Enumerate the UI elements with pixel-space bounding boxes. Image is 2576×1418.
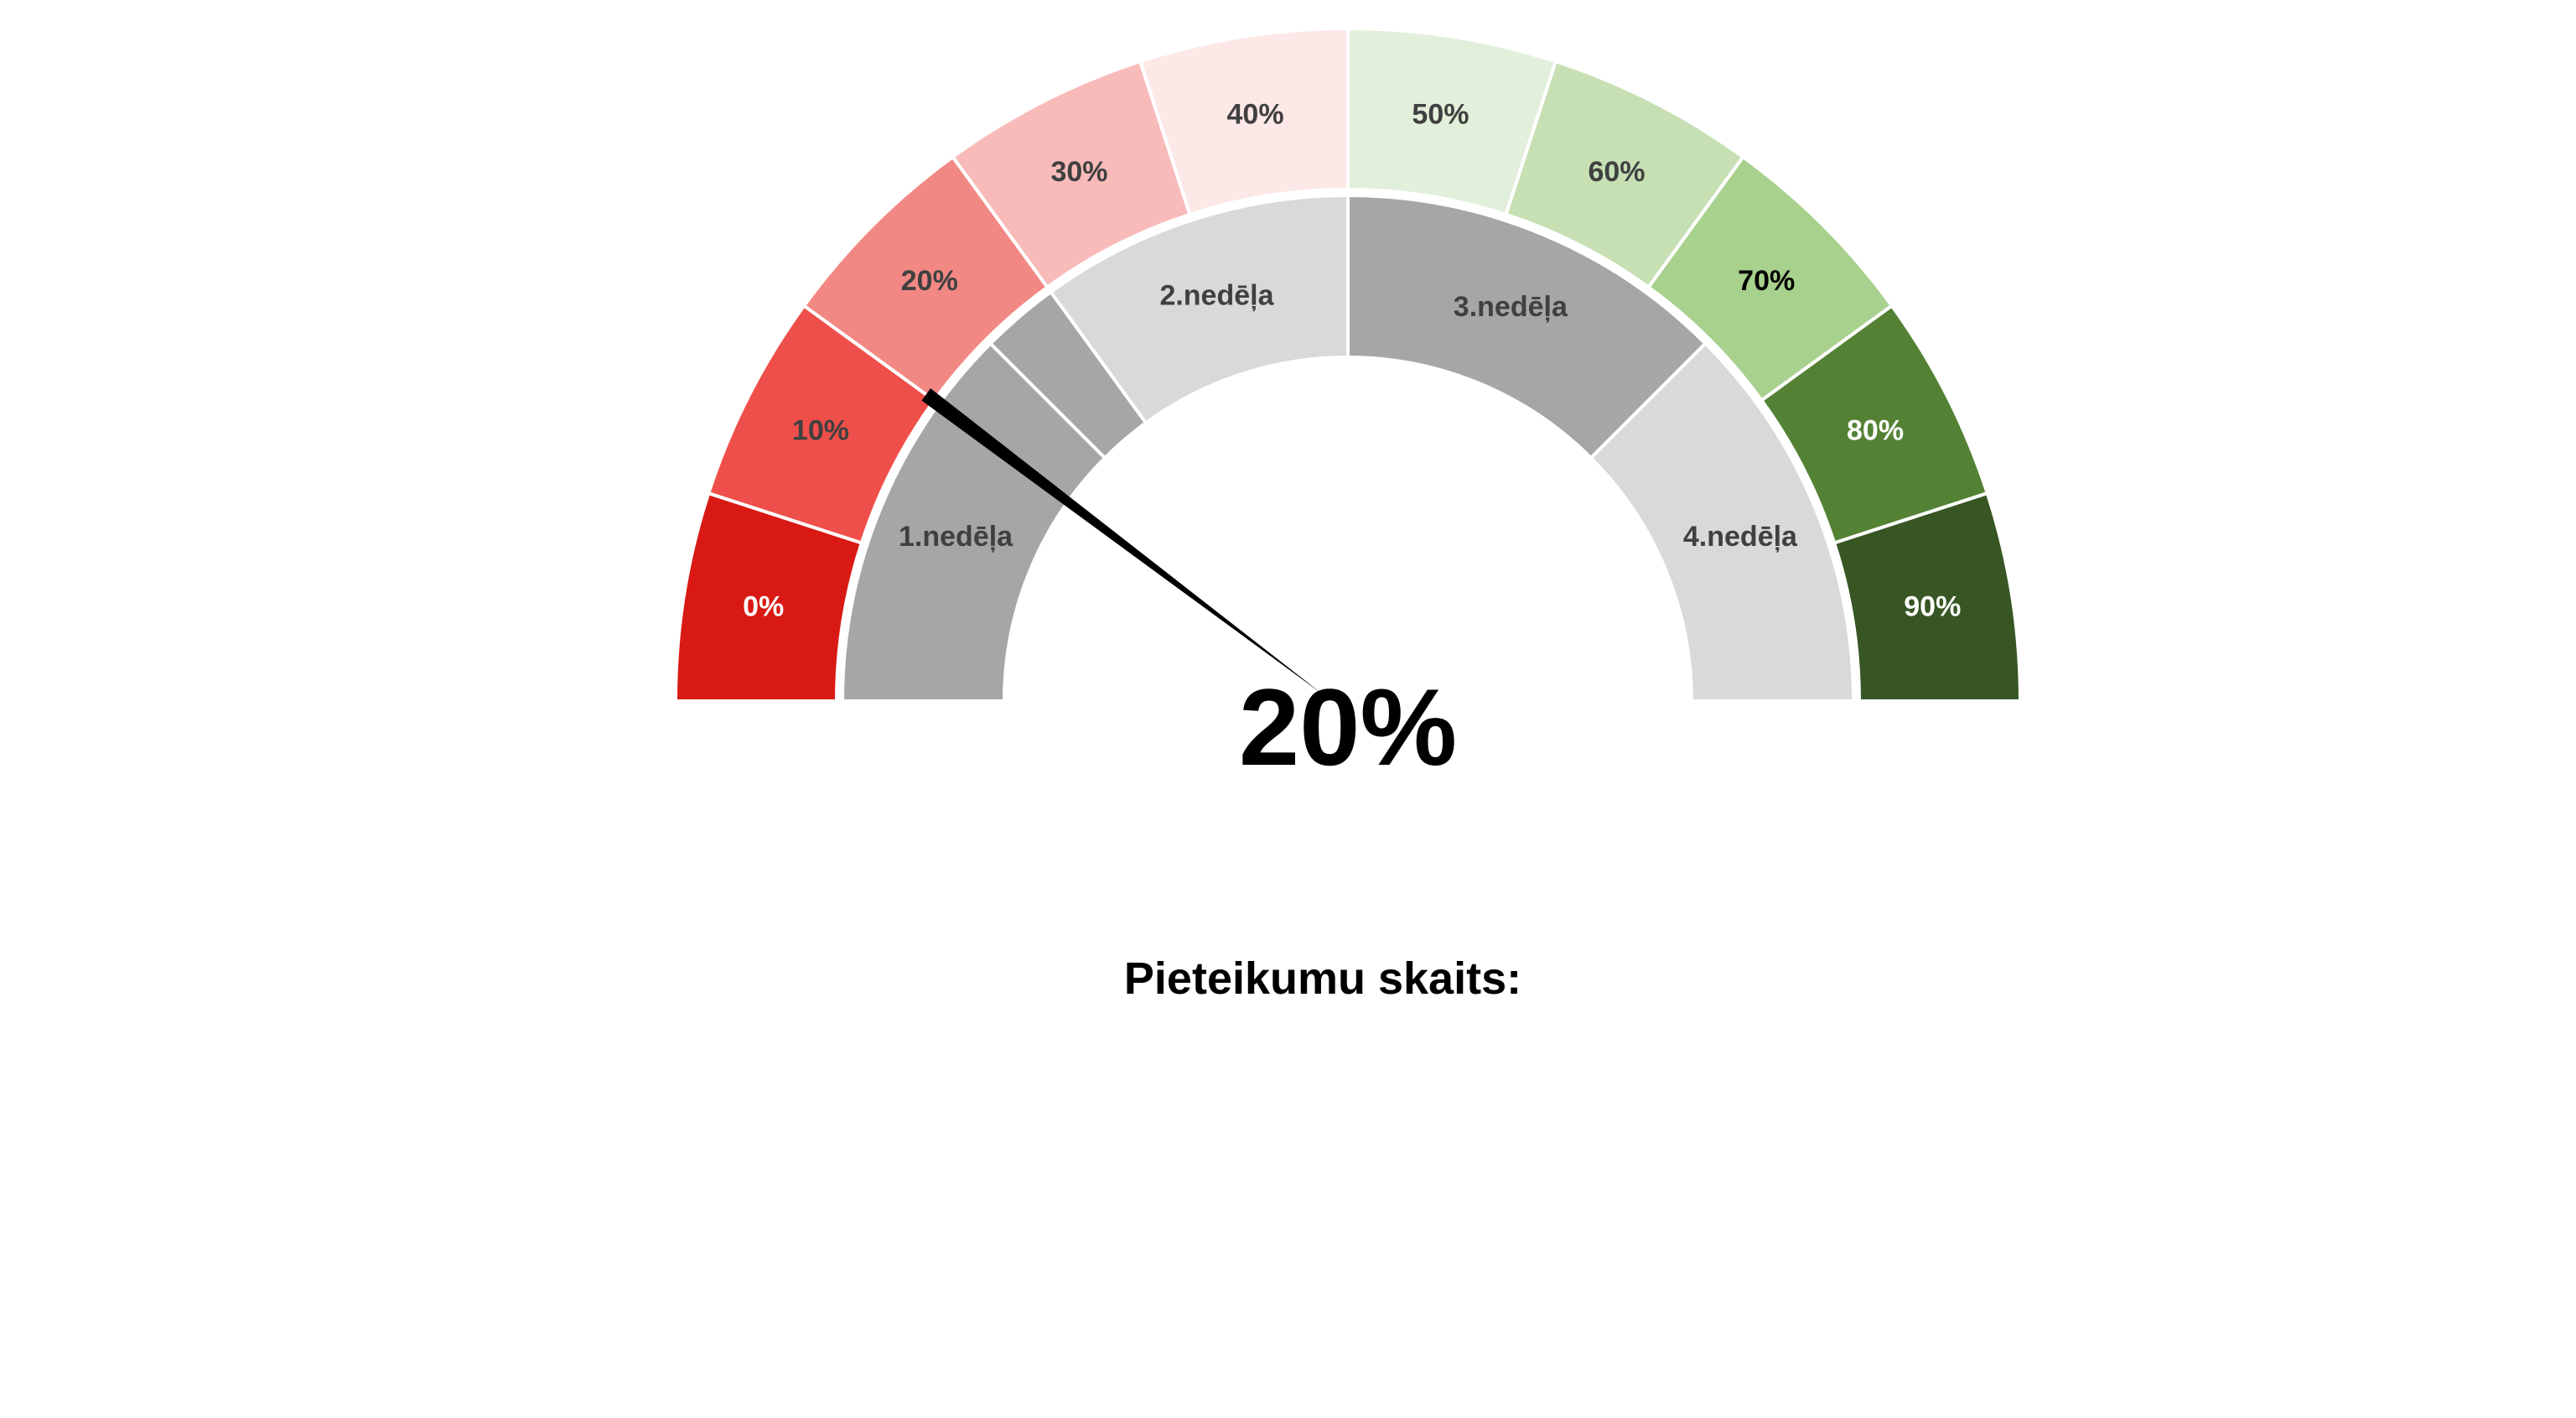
inner-segment-label: 2.nedēļa	[1159, 279, 1274, 311]
outer-segment-label: 70%	[1738, 265, 1795, 297]
needle-layer	[921, 388, 1323, 694]
outer-segment-label: 60%	[1588, 156, 1645, 188]
inner-ring: 1.nedēļa 2.nedēļa 3.nedēļa 4.nedēļa	[840, 193, 1856, 703]
inner-segment-label: 3.nedēļa	[1454, 291, 1568, 323]
outer-segment-label: 40%	[1227, 99, 1284, 131]
inner-segment-label: 4.nedēļa	[1683, 521, 1798, 553]
outer-segment-label: 90%	[1904, 591, 1961, 623]
inner-segment-label: 1.nedēļa	[899, 521, 1013, 553]
outer-ring: 0% 10% 20% 30% 40% 50% 60% 70% 80% 90%	[673, 26, 2023, 703]
inner-segment	[1589, 340, 1856, 703]
outer-segment-label: 10%	[792, 414, 849, 446]
outer-segment-label: 80%	[1847, 414, 1904, 446]
outer-segment-label: 20%	[901, 265, 958, 297]
outer-segment	[1832, 491, 2023, 703]
gauge-value-label: 20%	[1239, 666, 1457, 788]
outer-segment-label: 50%	[1412, 99, 1469, 131]
outer-segment-label: 0%	[743, 591, 784, 623]
outer-segment-label: 30%	[1050, 156, 1107, 188]
gauge-needle	[921, 388, 1323, 694]
footer-label: Pieteikumu skaits:	[1124, 953, 1521, 1004]
